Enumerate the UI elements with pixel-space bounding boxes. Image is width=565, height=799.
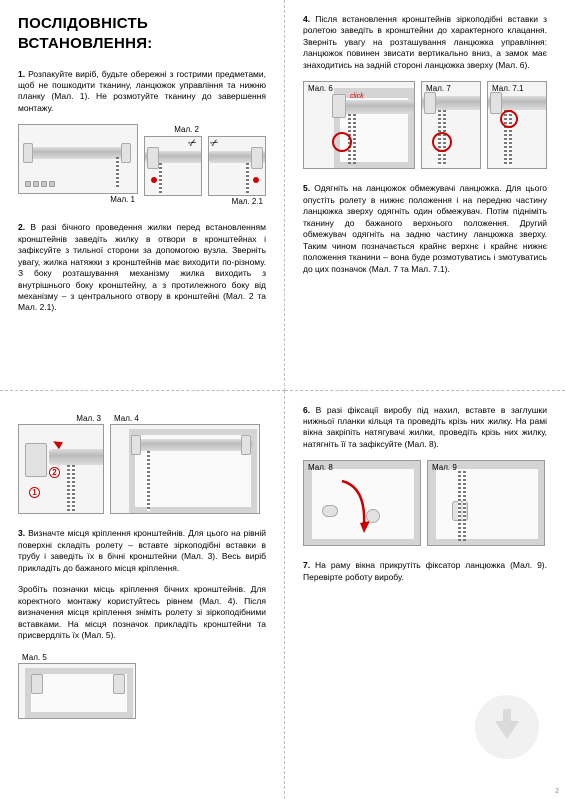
figure-2-1-label: Мал. 2.1 [208,196,266,208]
figure-2-box: ✂ [144,136,202,196]
quadrant-4: 6. В разі фіксації виробу під нахил, вст… [285,391,565,799]
arrow-icon [51,438,63,449]
figure-8-box: Мал. 8 [303,460,421,546]
figure-2-1: ✂ Мал. 2.1 [208,124,266,208]
step-2-body: В разі бічного проведення жилки перед вс… [18,222,266,312]
scissors-icon: ✂ [186,136,200,152]
figure-3-label: Мал. 3 [18,413,104,425]
figure-2: Мал. 2 ✂ [144,124,202,196]
click-label: click [350,92,364,101]
figure-5-label: Мал. 5 [18,652,136,664]
figure-7-label: Мал. 7 [426,84,451,95]
figure-6: Мал. 6 click [303,81,415,169]
figure-7-1: Мал. 7.1 [487,81,547,169]
figure-9-box: Мал. 9 [427,460,545,546]
figure-7-box: Мал. 7 [421,81,481,169]
arrow-curve-icon [336,479,386,537]
figure-2-1-box: ✂ [208,136,266,196]
step-4-body: Після встановлення кронштейнів зіркоподі… [303,14,547,70]
highlight-ring [432,132,452,152]
step-1-body: Розпакуйте виріб, будьте обережні з гост… [18,69,266,113]
figure-3: Мал. 3 2 1 [18,413,104,515]
step-6-body: В разі фіксації виробу під нахил, вставт… [303,405,547,449]
page-title: ПОСЛІДОВНІСТЬ ВСТАНОВЛЕННЯ: [18,14,266,55]
step-5-body: Одягніть на ланцюжок обмежувачі ланцюжка… [303,183,547,273]
figure-4-label: Мал. 4 [110,413,260,425]
step-7-text: 7. На раму вікна прикрутіть фіксатор лан… [303,560,547,583]
step-3-body-b: Зробіть позначки місць кріплення бічних … [18,584,266,640]
figure-3-box: 2 1 [18,424,104,514]
figure-8: Мал. 8 [303,460,421,546]
figure-1-label: Мал. 1 [18,194,138,206]
highlight-ring [500,110,518,128]
step-6-text: 6. В разі фіксації виробу під нахил, вст… [303,405,547,451]
step-4-text: 4. Після встановлення кронштейнів зіркоп… [303,14,547,71]
figure-row-1: Мал. 1 Мал. 2 ✂ ✂ [18,124,266,208]
figure-7-1-box: Мал. 7.1 [487,81,547,169]
figure-7: Мал. 7 [421,81,481,169]
quadrant-2: 4. Після встановлення кронштейнів зіркоп… [285,0,565,391]
quadrant-1: ПОСЛІДОВНІСТЬ ВСТАНОВЛЕННЯ: 1. Розпакуйт… [0,0,285,391]
callout-1: 1 [29,487,40,498]
figure-5: Мал. 5 [18,652,136,720]
figure-6-box: Мал. 6 click [303,81,415,169]
figure-2-label: Мал. 2 [144,124,202,136]
scissors-icon: ✂ [208,136,222,152]
step-2-text: 2. В разі бічного проведення жилки перед… [18,222,266,314]
figure-1-box [18,124,138,194]
figure-8-label: Мал. 8 [308,463,333,474]
figure-9: Мал. 9 [427,460,545,546]
figure-5-box [18,663,136,719]
quadrant-3: Мал. 3 2 1 Мал. 4 [0,391,285,799]
figure-row-2: Мал. 3 2 1 Мал. 4 [18,413,266,515]
figure-row-4: Мал. 8 Мал. 9 [303,460,547,546]
step-3-text-a: 3. Визначте місця кріплення кронштейнів.… [18,528,266,574]
figure-7-1-label: Мал. 7.1 [492,84,523,95]
step-3-body-a: Визначте місця кріплення кронштейнів. Дл… [18,528,266,572]
step-3-text-b: Зробіть позначки місць кріплення бічних … [18,584,266,641]
figure-row-2b: Мал. 5 [18,652,266,720]
figure-4: Мал. 4 [110,413,260,515]
page-number: 2 [555,787,559,796]
step-5-text: 5. Одягніть на ланцюжок обмежувачі ланцю… [303,183,547,275]
figure-row-3: Мал. 6 click Мал. 7 [303,81,547,169]
figure-9-label: Мал. 9 [432,463,457,474]
step-1-text: 1. Розпакуйте виріб, будьте обережні з г… [18,69,266,115]
figure-6-label: Мал. 6 [308,84,333,95]
watermark-icon [475,695,539,759]
callout-2: 2 [49,467,60,478]
figure-1: Мал. 1 [18,124,138,206]
step-7-body: На раму вікна прикрутіть фіксатор ланцюж… [303,560,547,581]
figure-4-box [110,424,260,514]
instruction-page: ПОСЛІДОВНІСТЬ ВСТАНОВЛЕННЯ: 1. Розпакуйт… [0,0,565,799]
